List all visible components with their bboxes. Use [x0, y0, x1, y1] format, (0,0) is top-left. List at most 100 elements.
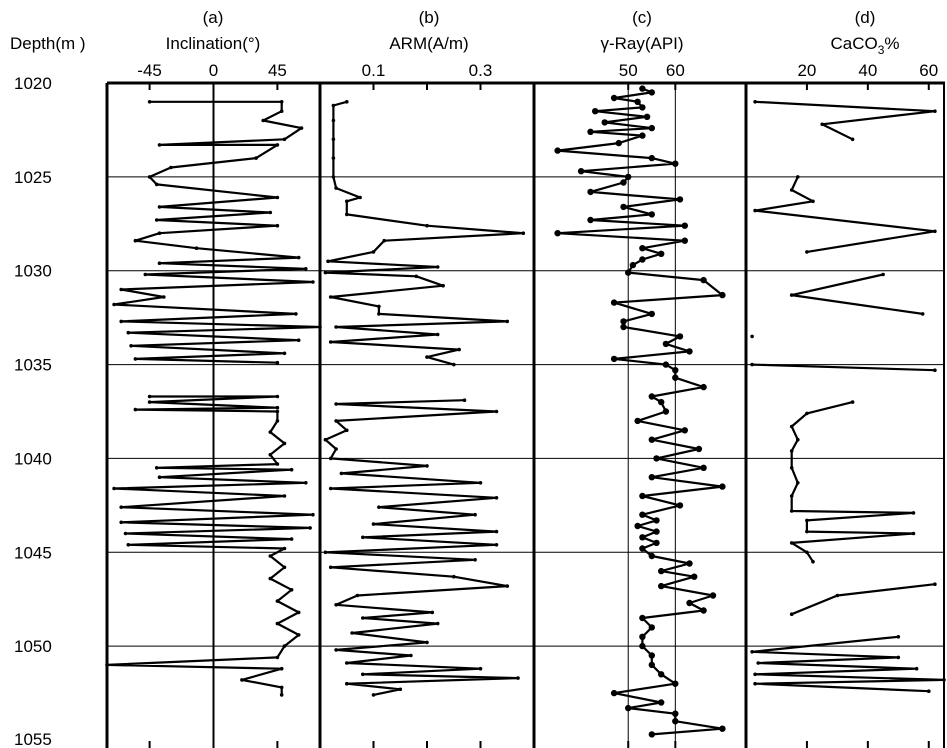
- panel-c-data-point: [620, 323, 627, 331]
- panel-a-data-point: [112, 302, 116, 307]
- panel-c-data-point: [672, 160, 679, 167]
- panel-c-data-point: [719, 725, 726, 732]
- panel-c-data-point: [662, 340, 670, 348]
- panel-c-data-point: [672, 718, 679, 725]
- panel-d-data-point: [850, 400, 855, 404]
- panel-c-data-point: [587, 216, 594, 224]
- panel-a-data-point: [275, 195, 280, 200]
- panel-d-tick-label: 20: [797, 61, 816, 80]
- depth-tick-label: 1020: [14, 74, 52, 93]
- panel-b-data-point: [425, 355, 429, 359]
- panel-b-data-point: [473, 558, 477, 562]
- panel-b-data-point: [334, 325, 338, 329]
- panel-c-data-point: [634, 417, 641, 425]
- panel-c-data-point: [700, 464, 707, 471]
- panel-c-data-point: [676, 196, 684, 203]
- panel-a-data-point: [296, 338, 301, 343]
- panel-c-data-point: [719, 483, 726, 490]
- panel-d-data-point: [850, 137, 855, 142]
- panel-c-title: γ-Ray(API): [600, 34, 683, 53]
- panel-a-data-point: [308, 526, 312, 530]
- panel-b-data-point: [377, 505, 381, 510]
- panel-a-data-point: [311, 280, 315, 284]
- panel-b-data-point: [328, 565, 333, 570]
- panel-b-data-point: [361, 535, 365, 540]
- panel-b-data-point: [331, 137, 336, 142]
- depth-tick-label: 1050: [14, 637, 52, 656]
- panel-b-series-line: [324, 399, 520, 696]
- panel-c-data-point: [639, 633, 646, 640]
- panel-b-data-point: [334, 447, 338, 451]
- panel-c-data-point: [648, 89, 655, 96]
- panel-d-data-point: [789, 509, 794, 513]
- panel-d-data-point: [881, 272, 885, 277]
- panel-d-data-point: [933, 109, 937, 113]
- panel-b-data-point: [382, 238, 387, 243]
- depth-tick-label: 1055: [14, 730, 52, 748]
- panel-c-tick-label: 50: [619, 61, 638, 80]
- panel-b-data-point: [473, 512, 477, 517]
- panel-b-data-point: [358, 195, 362, 200]
- panel-a-series-line: [113, 100, 322, 364]
- depth-tick-label: 1040: [14, 449, 52, 468]
- panel-b-data-point: [377, 312, 381, 316]
- panel-a-data-point: [304, 267, 308, 271]
- panel-a-data-point: [279, 109, 284, 113]
- panel-a-data-point: [157, 231, 162, 235]
- panel-b-data-point: [505, 319, 510, 324]
- panel-a-data-point: [157, 143, 162, 147]
- panel-a-data-point: [133, 238, 138, 243]
- panel-c-data-point: [658, 567, 665, 575]
- panel-d-series-line: [790, 401, 915, 563]
- panel-c-data-point: [653, 517, 660, 524]
- panel-b-data-point: [425, 464, 429, 468]
- panel-c-data-point: [587, 188, 594, 196]
- panel-d-data-point: [920, 312, 925, 316]
- panel-a-title: Inclination(°): [166, 34, 261, 53]
- panel-c-data-point: [648, 661, 655, 669]
- depth-tick-label: 1045: [14, 543, 52, 562]
- panel-d-data-point: [914, 666, 919, 671]
- panel-c-data-point: [653, 528, 660, 535]
- panel-a-data-point: [289, 467, 294, 472]
- panel-a-data-point: [311, 512, 315, 517]
- panel-a-data-point: [275, 462, 280, 466]
- panel-d: (d) CaCO3% 20 40 60: [744, 8, 946, 748]
- panel-a-data-point: [143, 272, 148, 277]
- panel-a-data-point: [275, 223, 280, 228]
- panel-c-data-point: [658, 398, 665, 406]
- panel-c-data-point: [648, 652, 655, 659]
- panel-b-data-point: [361, 672, 365, 677]
- panel-a-data-point: [304, 481, 308, 485]
- panel-d-data-point: [789, 541, 794, 545]
- depth-tick-labels: 1020 1025 1030 1035 1040 1045 1050 1055: [14, 74, 52, 748]
- panel-b-data-point: [345, 428, 349, 433]
- panel-c-data-point: [662, 408, 670, 415]
- panel-a-data-point: [282, 137, 287, 142]
- panel-a-data-point: [279, 685, 284, 690]
- panel-a-data-point: [275, 419, 280, 423]
- panel-b-data-point: [494, 496, 499, 500]
- panel-c-data-point: [639, 85, 646, 92]
- panel-d-data-point: [805, 411, 809, 416]
- panel-b-data-point: [398, 687, 403, 692]
- panel-d-data-point: [811, 559, 815, 564]
- panel-b-data-point: [505, 584, 510, 588]
- panel-d-data-point: [811, 199, 815, 204]
- panel-a-data-point: [296, 610, 301, 615]
- panel-d-data-point: [753, 681, 757, 686]
- panel-a-data-point: [147, 394, 152, 399]
- panel-b-data-point: [430, 610, 435, 615]
- panel-b-data-point: [516, 676, 520, 680]
- panel-b-data-point: [339, 471, 344, 476]
- panel-c-data-point: [643, 113, 651, 121]
- panel-a-data-point: [275, 409, 280, 414]
- panel-c-data-point: [648, 310, 655, 318]
- panel-d-series-line: [755, 100, 936, 141]
- panel-a-data-point: [282, 441, 287, 446]
- panel-c-data-point: [700, 276, 707, 284]
- panel-c-data-point: [700, 607, 707, 614]
- panel-c-data-point: [681, 237, 688, 244]
- panel-b-id: (b): [419, 8, 440, 27]
